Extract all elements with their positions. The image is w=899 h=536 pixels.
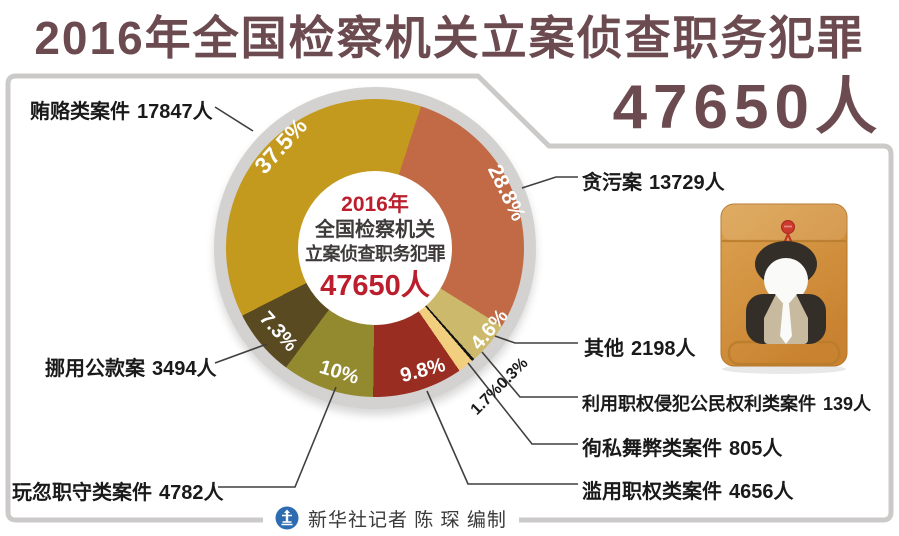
center-action: 立案侦查职务犯罪 bbox=[305, 244, 446, 265]
credit-bar: 新华社记者 陈 琛 编制 bbox=[263, 502, 519, 534]
callout-wanhu-value: 4782人 bbox=[159, 482, 224, 504]
envelope-official-icon bbox=[720, 203, 848, 374]
callout-lanyong-label: 滥用职权类案件 bbox=[582, 481, 722, 503]
xinhua-logo-icon bbox=[275, 506, 299, 530]
logo-wings bbox=[281, 514, 293, 526]
callout-liyong: 利用职权侵犯公民权利类案件 139人 bbox=[582, 390, 871, 416]
callout-lanyong: 滥用职权类案件 4656人 bbox=[582, 475, 794, 504]
callout-lanyong-value: 4656人 bbox=[729, 481, 794, 503]
callout-huilu-value: 17847人 bbox=[137, 101, 213, 123]
headline-total: 47650人 bbox=[612, 73, 883, 142]
callout-qita-value: 2198人 bbox=[631, 338, 696, 360]
callout-xunsi-value: 805人 bbox=[729, 438, 783, 460]
credit-text: 新华社记者 陈 琛 编制 bbox=[308, 509, 507, 531]
person-lapel-right bbox=[796, 294, 808, 318]
leader-huilu bbox=[214, 106, 254, 132]
callout-liyong-value: 139人 bbox=[823, 394, 872, 414]
callout-tanwu-label: 贪污案 bbox=[582, 172, 642, 194]
logo-flame bbox=[284, 509, 290, 513]
person-tie bbox=[780, 304, 792, 344]
callout-huilu-label: 贿赂类案件 bbox=[30, 101, 130, 123]
leader-wanhu bbox=[218, 386, 337, 488]
callout-huilu: 贿赂类案件 17847人 bbox=[30, 95, 213, 124]
leader-tanwu bbox=[521, 176, 578, 189]
person-collar bbox=[775, 294, 797, 307]
callout-nuoyong: 挪用公款案 3494人 bbox=[45, 352, 217, 381]
page-title: 2016年全国检察机关立案侦查职务犯罪 bbox=[34, 12, 865, 64]
person-lapel-left bbox=[764, 294, 776, 318]
callout-xunsi: 徇私舞弊类案件 805人 bbox=[582, 432, 782, 461]
callout-tanwu: 贪污案 13729人 bbox=[582, 166, 725, 195]
center-org: 全国检察机关 bbox=[315, 219, 435, 242]
callout-wanhu-label: 玩忽职守类案件 bbox=[12, 482, 152, 504]
callout-qita-label: 其他 bbox=[584, 338, 624, 360]
callout-tanwu-value: 13729人 bbox=[649, 172, 725, 194]
callout-wanhu: 玩忽职守类案件 4782人 bbox=[12, 476, 224, 505]
callout-liyong-label: 利用职权侵犯公民权利类案件 bbox=[582, 394, 816, 414]
callout-xunsi-label: 徇私舞弊类案件 bbox=[582, 438, 722, 460]
pie-center-label: 2016年 全国检察机关 立案侦查职务犯罪 47650人 bbox=[298, 171, 452, 325]
callout-nuoyong-label: 挪用公款案 bbox=[45, 358, 145, 380]
person-face bbox=[764, 258, 808, 302]
callout-qita: 其他 2198人 bbox=[584, 332, 696, 361]
center-total: 47650人 bbox=[320, 269, 430, 302]
callout-nuoyong-value: 3494人 bbox=[152, 358, 217, 380]
logo-column bbox=[285, 513, 289, 522]
leader-lanyong bbox=[426, 390, 578, 485]
center-year: 2016年 bbox=[341, 193, 409, 216]
